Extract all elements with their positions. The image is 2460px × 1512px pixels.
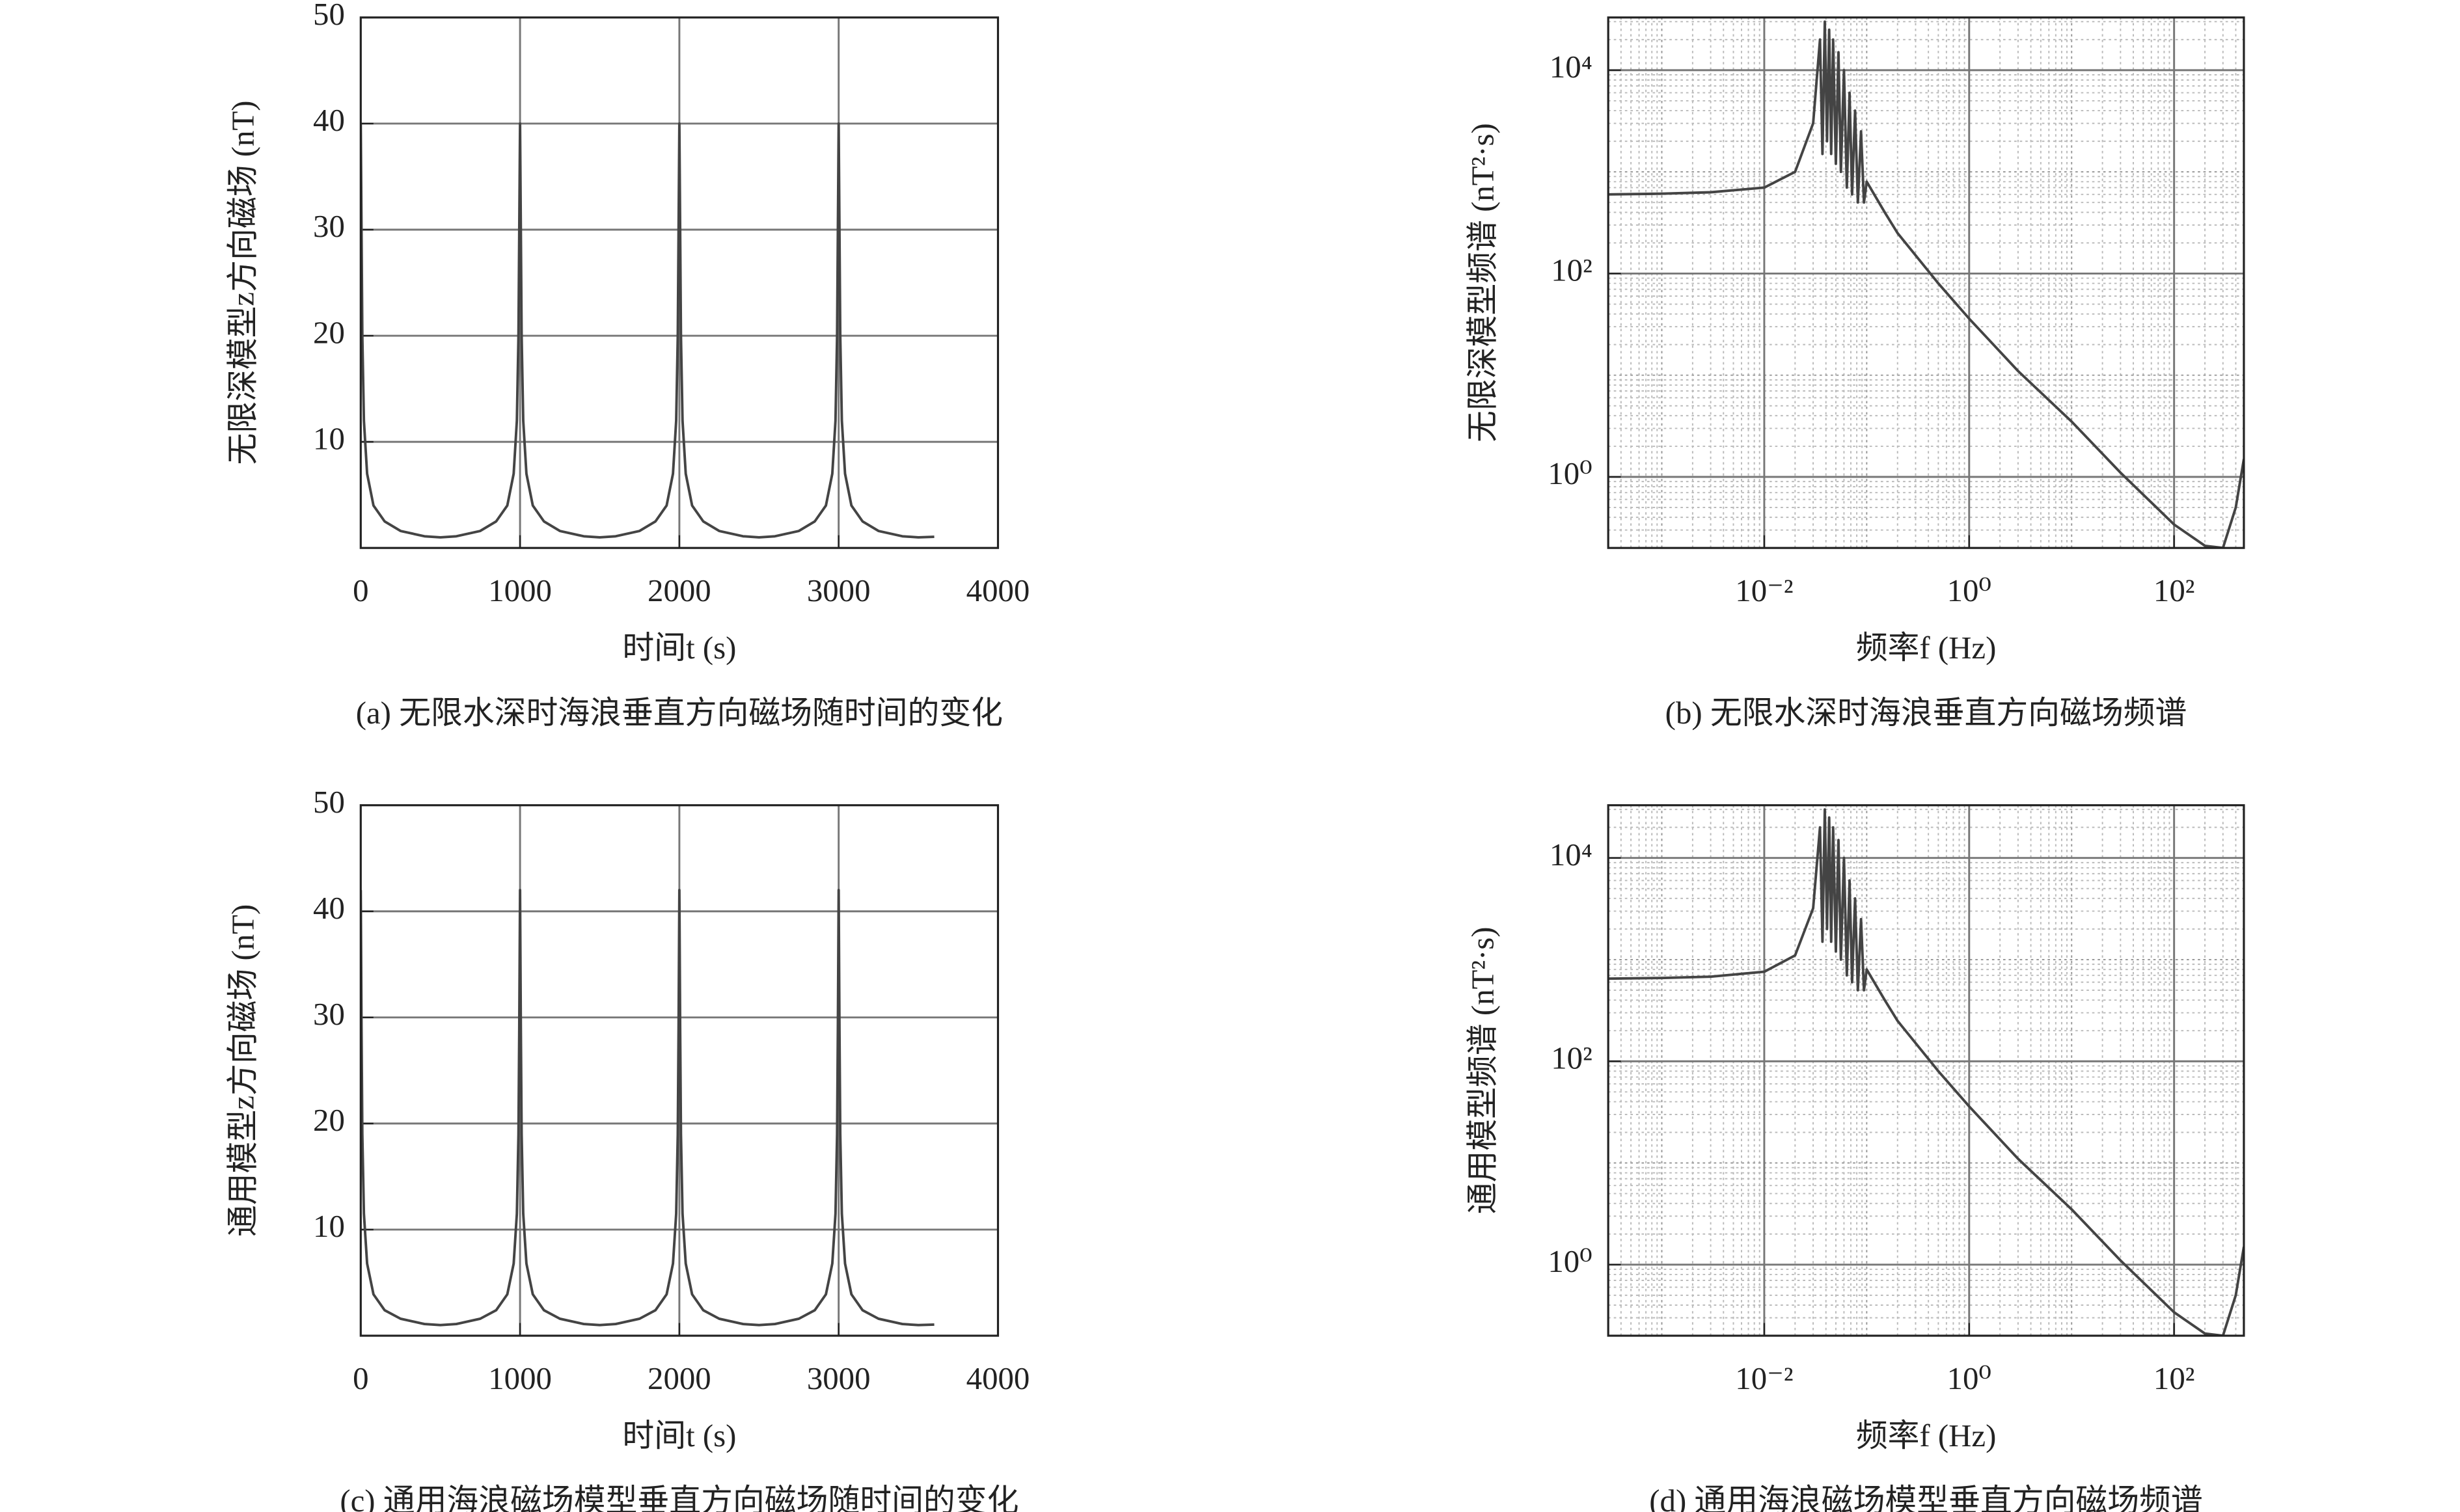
caption: (c) 通用海浪磁场模型垂直方向磁场随时间的变化: [340, 1483, 1018, 1512]
y-axis-label: 通用模型频谱 (nT²·s): [1464, 926, 1500, 1214]
x-tick-label: 2000: [648, 573, 711, 608]
x-tick-label: 3000: [807, 573, 871, 608]
x-axis-label: 时间t (s): [622, 630, 736, 666]
y-tick-label: 20: [313, 1102, 345, 1138]
y-axis-label: 无限深模型频谱 (nT²·s): [1464, 123, 1500, 442]
x-axis-label: 频率f (Hz): [1856, 630, 1997, 666]
y-tick-label: 10⁰: [1548, 1243, 1592, 1279]
x-tick-label: 4000: [966, 1360, 1030, 1396]
y-tick-label: 30: [313, 996, 345, 1032]
x-tick-label: 1000: [488, 573, 552, 608]
x-tick-label: 0: [353, 1360, 368, 1396]
x-tick-label: 10⁰: [1947, 1360, 1991, 1396]
y-tick-label: 10⁴: [1550, 837, 1592, 872]
x-tick-label: 10²: [2153, 1360, 2194, 1396]
y-tick-label: 50: [313, 0, 345, 32]
x-tick-label: 2000: [648, 1360, 711, 1396]
y-axis-label: 通用模型z方向磁场 (nT): [225, 904, 261, 1237]
data-line: [361, 122, 935, 539]
plot-frame: [359, 16, 1000, 549]
y-tick-label: 40: [313, 102, 345, 138]
x-axis-label: 频率f (Hz): [1856, 1418, 1997, 1453]
x-tick-label: 10⁻²: [1735, 573, 1793, 608]
data-line: [1608, 808, 2244, 1336]
y-tick-label: 20: [313, 314, 345, 350]
x-tick-label: 10⁰: [1947, 573, 1991, 608]
plot-frame: [1607, 804, 2245, 1337]
x-tick-label: 0: [353, 573, 368, 608]
caption: (d) 通用海浪磁场模型垂直方向磁场频谱: [1649, 1483, 2203, 1512]
data-line: [1608, 20, 2244, 548]
y-tick-label: 10²: [1551, 252, 1592, 288]
caption: (a) 无限水深时海浪垂直方向磁场随时间的变化: [356, 695, 1003, 731]
data-line: [361, 889, 935, 1327]
x-tick-label: 3000: [807, 1360, 871, 1396]
y-axis-label: 无限深模型z方向磁场 (nT): [225, 101, 261, 465]
y-tick-label: 10²: [1551, 1040, 1592, 1075]
y-tick-label: 40: [313, 890, 345, 926]
y-tick-label: 10⁰: [1548, 455, 1592, 491]
x-axis-label: 时间t (s): [622, 1418, 736, 1453]
caption: (b) 无限水深时海浪垂直方向磁场频谱: [1665, 695, 2187, 731]
x-tick-label: 10⁻²: [1735, 1360, 1793, 1396]
y-tick-label: 10: [313, 420, 345, 456]
x-tick-label: 1000: [488, 1360, 552, 1396]
y-tick-label: 10: [313, 1208, 345, 1244]
plot-frame: [359, 804, 1000, 1337]
x-tick-label: 10²: [2153, 573, 2194, 608]
x-tick-label: 4000: [966, 573, 1030, 608]
y-tick-label: 50: [313, 784, 345, 820]
plot-frame: [1607, 16, 2245, 549]
y-tick-label: 30: [313, 208, 345, 244]
y-tick-label: 10⁴: [1550, 49, 1592, 85]
